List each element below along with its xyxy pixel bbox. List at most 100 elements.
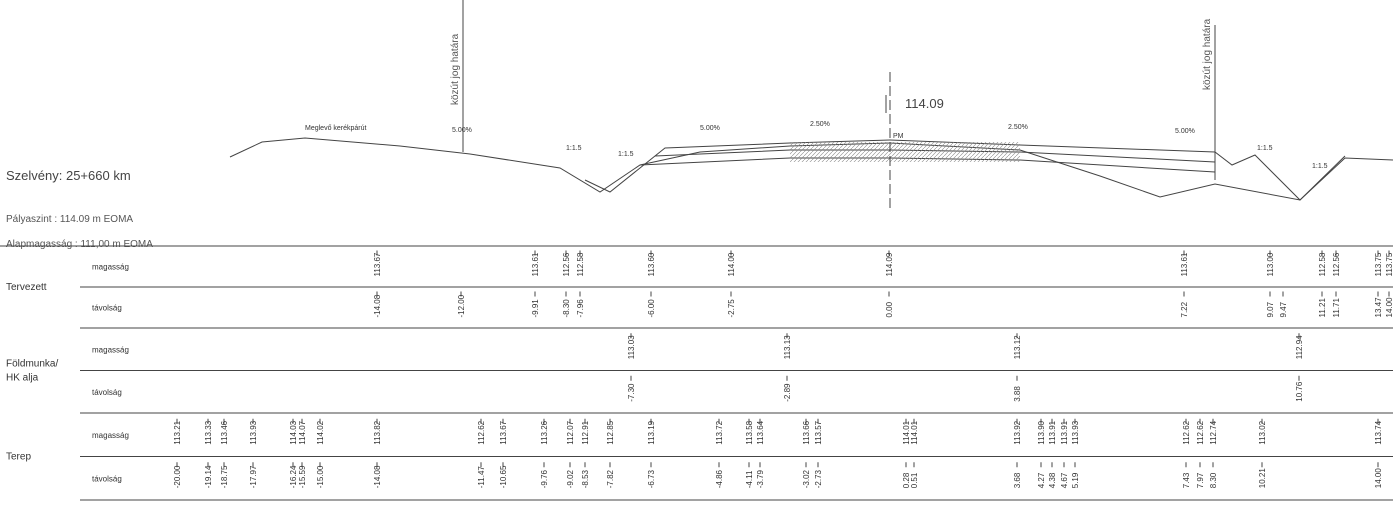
value: 4.38 xyxy=(1048,472,1057,488)
sub-label: távolság xyxy=(92,388,122,397)
value: -9.91 xyxy=(531,299,540,318)
value: 113.26 xyxy=(540,420,549,444)
value: -10.65 xyxy=(499,465,508,488)
value: 113.90 xyxy=(1037,420,1046,444)
station: Szelvény: 25+660 km xyxy=(6,168,131,183)
value: 5.19 xyxy=(1071,472,1080,488)
value: -17.97 xyxy=(249,465,258,488)
value: 0.28 xyxy=(902,472,911,488)
base: Alapmagasság : 111,00 m EOMA xyxy=(6,239,153,250)
value: 0.00 xyxy=(885,301,894,317)
value: -19.14 xyxy=(204,465,213,488)
profile-label: 2.50% xyxy=(810,121,830,128)
boundary-label: közút jog határa xyxy=(1202,18,1213,90)
value: 112.62 xyxy=(477,420,486,444)
value: 3.68 xyxy=(1013,472,1022,488)
profile-label: 1:1.5 xyxy=(1257,145,1273,152)
value: 7.22 xyxy=(1180,301,1189,317)
value: -2.73 xyxy=(814,469,823,488)
row-label: Földmunka/HK alja xyxy=(6,359,58,384)
value: 112.07 xyxy=(566,420,575,444)
value: 113.58 xyxy=(745,420,754,444)
value: -2.75 xyxy=(727,299,736,318)
value: 9.47 xyxy=(1279,301,1288,317)
value: 113.92 xyxy=(1013,420,1022,444)
value: 113.46 xyxy=(220,420,229,444)
value: 3.88 xyxy=(1013,386,1022,402)
value: 112.91 xyxy=(581,420,590,444)
value: -6.00 xyxy=(647,299,656,318)
profile-label: 5.00% xyxy=(1175,128,1195,135)
profile-label: 1:1.5 xyxy=(1312,163,1328,170)
value: 113.64 xyxy=(756,420,765,444)
value: 113.93 xyxy=(1071,420,1080,444)
value: -9.02 xyxy=(566,469,575,488)
value: -18.75 xyxy=(220,465,229,488)
value: 112.85 xyxy=(606,420,615,444)
value: -4.86 xyxy=(715,469,724,488)
value: -15.59 xyxy=(298,465,307,488)
profile-label: 5.00% xyxy=(700,125,720,132)
value: 113.91 xyxy=(1060,420,1069,444)
value: 113.91 xyxy=(1048,420,1057,444)
profile-label: Meglevő kerékpárút xyxy=(305,125,367,132)
value: 14.00 xyxy=(1374,468,1383,489)
value: 11.21 xyxy=(1318,298,1327,318)
value: 112.74 xyxy=(1209,420,1218,444)
value: -14.08 xyxy=(373,294,382,317)
value: 113.82 xyxy=(373,420,382,444)
sub-label: magasság xyxy=(92,345,129,354)
value: -16.24 xyxy=(289,465,298,488)
profile-label: 5.00% xyxy=(452,127,472,134)
profile-label: 2.50% xyxy=(1008,124,1028,131)
value: -6.73 xyxy=(647,469,656,488)
sub-label: távolság xyxy=(92,474,122,483)
value: 113.03 xyxy=(627,335,636,359)
value: 7.97 xyxy=(1196,472,1205,488)
sub-label: magasság xyxy=(92,431,129,440)
value: 113.00 xyxy=(1266,252,1275,276)
axis-elevation: 114.09 xyxy=(905,96,944,111)
value: 114.01 xyxy=(902,420,911,444)
value: 0.51 xyxy=(910,472,919,488)
pavement-hatch xyxy=(790,142,1020,162)
row-label: Tervezett xyxy=(6,282,47,293)
value: 113.75 xyxy=(1374,252,1383,276)
boundary-label: közút jog határa xyxy=(450,33,461,105)
value: -7.30 xyxy=(627,383,636,402)
value: 113.02 xyxy=(1258,420,1267,444)
value: -3.02 xyxy=(802,469,811,488)
value: 113.75 xyxy=(1385,252,1393,276)
value: 10.21 xyxy=(1258,468,1267,489)
value: 112.58 xyxy=(1318,252,1327,276)
value: 113.74 xyxy=(1374,420,1383,444)
value: -4.11 xyxy=(745,470,754,488)
value: 112.94 xyxy=(1295,335,1304,359)
value: 113.61 xyxy=(531,252,540,276)
value: 113.12 xyxy=(1013,335,1022,359)
value: 113.19 xyxy=(647,420,656,444)
profile-label: 1:1.5 xyxy=(618,151,634,158)
value: 113.72 xyxy=(715,420,724,444)
value: 114.09 xyxy=(885,252,894,276)
value: 112.58 xyxy=(576,252,585,276)
value: 113.93 xyxy=(249,420,258,444)
profile-label: PM xyxy=(893,133,904,140)
value: 112.56 xyxy=(562,252,571,276)
value: 113.67 xyxy=(373,252,382,276)
value: 13.47 xyxy=(1374,297,1383,318)
value: 7.43 xyxy=(1182,472,1191,488)
profile xyxy=(229,0,1393,212)
value: -2.89 xyxy=(783,383,792,402)
value: 14.00 xyxy=(1385,297,1393,318)
value: 113.33 xyxy=(204,420,213,444)
ground-line xyxy=(229,137,1393,201)
value: 114.00 xyxy=(727,252,736,276)
level: Pályaszint : 114.09 m EOMA xyxy=(6,214,133,225)
value: 113.67 xyxy=(499,420,508,444)
value: 112.62 xyxy=(1196,420,1205,444)
value: 113.60 xyxy=(647,252,656,276)
value: 113.57 xyxy=(814,420,823,444)
value: 11.71 xyxy=(1332,298,1341,318)
value: -8.30 xyxy=(562,299,571,318)
